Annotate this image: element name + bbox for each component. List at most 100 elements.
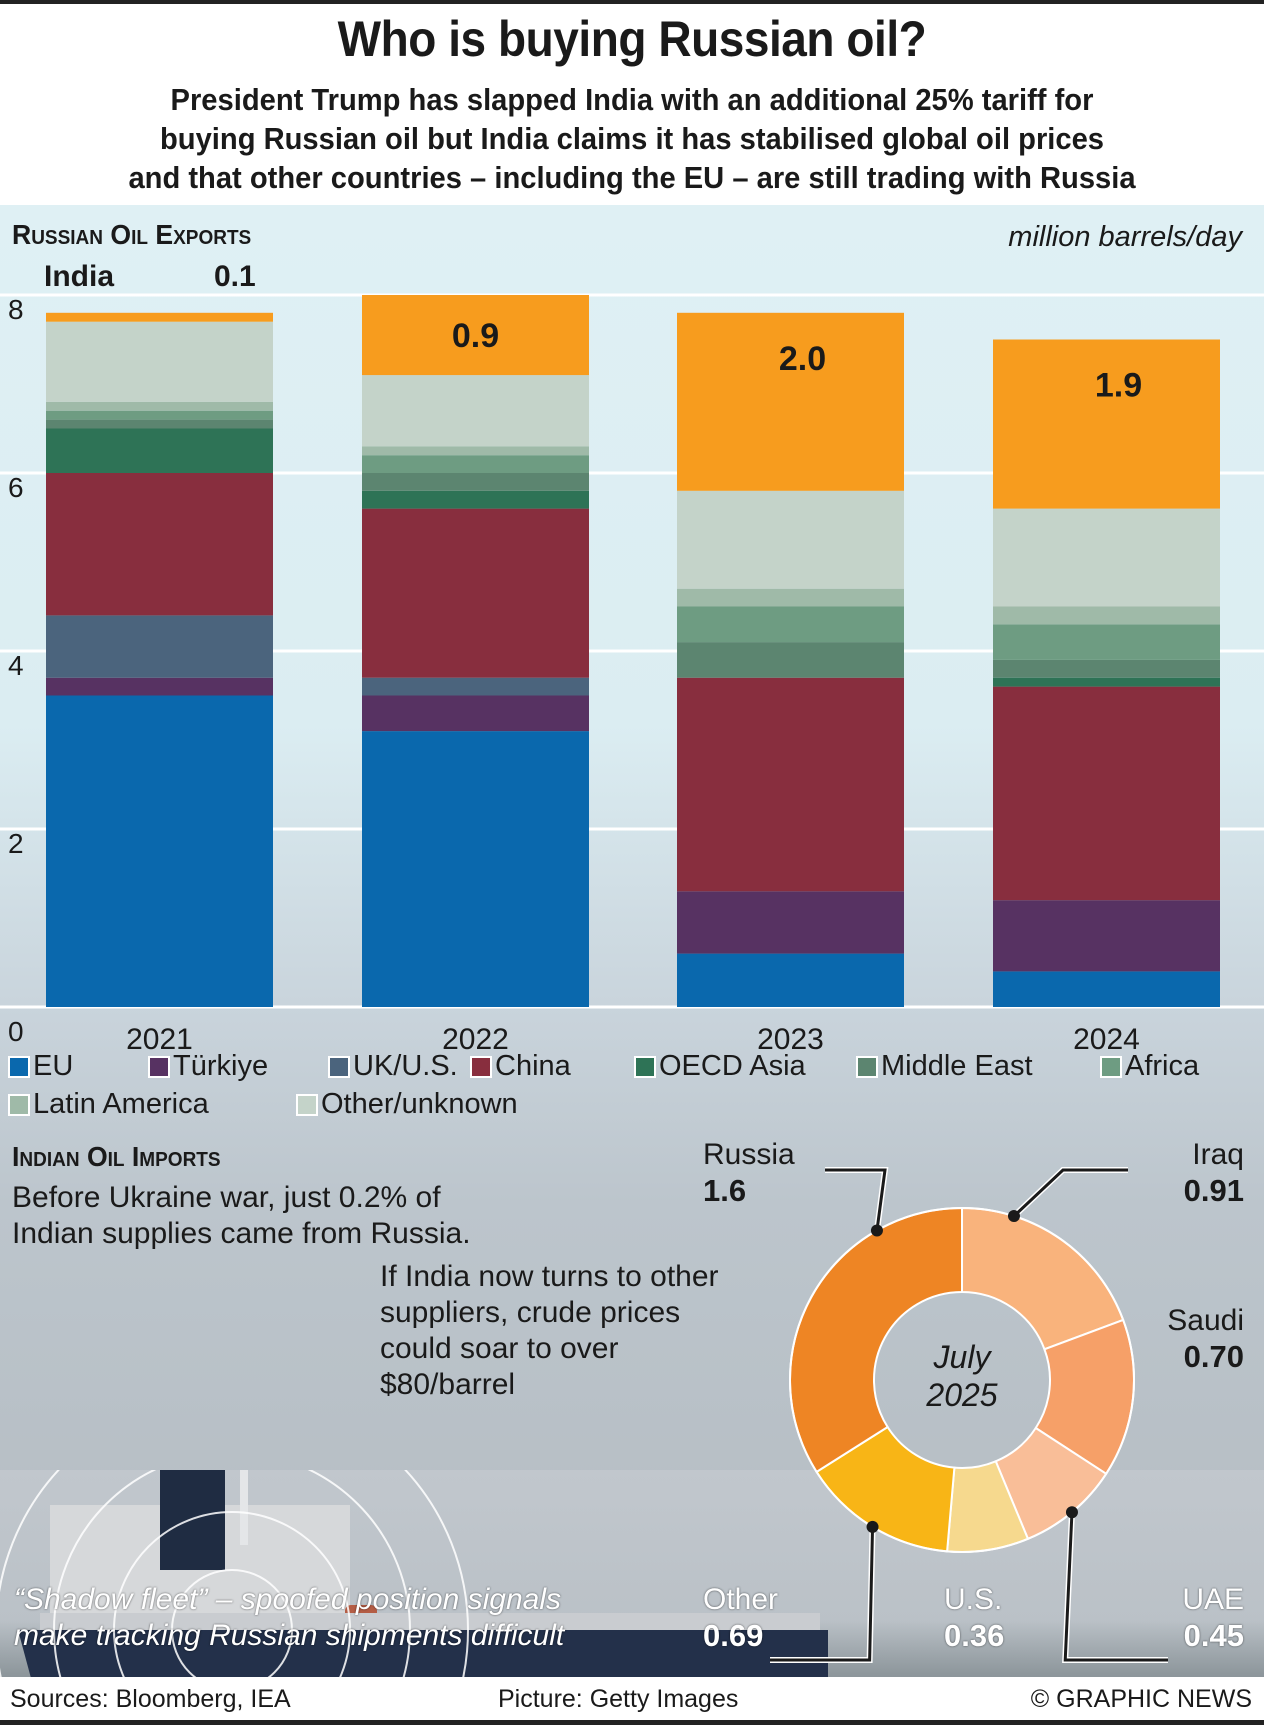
- bar-segment-oecd-asia: [46, 428, 273, 473]
- legend-swatch: [8, 1055, 30, 1078]
- radar-ring: [0, 1470, 469, 1677]
- bar-segment-uk-u-s-: [362, 677, 589, 696]
- ship-funnel: [160, 1470, 225, 1570]
- bar-segment-oecd-asia: [362, 490, 589, 509]
- legend-item-china: China: [470, 1050, 571, 1083]
- legend-swatch: [1100, 1055, 1122, 1078]
- bar-segment-middle-east: [46, 419, 273, 429]
- bar-segment-middle-east: [993, 659, 1220, 678]
- bar-segment-other-unknown: [993, 508, 1220, 607]
- slice-name: UAE: [1182, 1583, 1244, 1616]
- legend-swatch: [328, 1055, 350, 1078]
- donut-outline: [789, 1207, 1135, 1553]
- slice-name: Iraq: [1192, 1138, 1244, 1171]
- bar-segment-india: [362, 295, 589, 376]
- bar-segment-eu: [677, 953, 904, 1007]
- leader-line-halo: [825, 1167, 889, 1231]
- legend-item-oecd-asia: OECD Asia: [634, 1050, 806, 1083]
- slice-value: 0.45: [1183, 1618, 1244, 1653]
- bar-segment-china: [677, 677, 904, 892]
- bar-segment-t-rkiye: [677, 891, 904, 954]
- bar-segment-t-rkiye: [46, 677, 273, 696]
- bar-segment-latin-america: [993, 606, 1220, 625]
- bar-segment-africa: [362, 455, 589, 473]
- india-series-label: India: [44, 260, 115, 293]
- y-tick-label: 8: [8, 294, 24, 325]
- legend-swatch: [8, 1093, 30, 1116]
- legend-item-africa: Africa: [1100, 1050, 1199, 1083]
- intro-line: Before Ukraine war, just 0.2% of: [12, 1181, 441, 1214]
- bottom-border: [0, 1720, 1264, 1725]
- radar-rings-icon: [0, 1470, 469, 1677]
- y-tick-label: 2: [8, 828, 24, 859]
- subtitle-line: and that other countries – including the…: [128, 160, 1136, 195]
- radar-ring: [113, 1511, 351, 1677]
- legend-swatch: [856, 1055, 878, 1078]
- donut-label-other: Other 0.69: [703, 1582, 778, 1655]
- legend-swatch: [470, 1055, 492, 1078]
- bar-segment-africa: [46, 410, 273, 420]
- bar-segment-middle-east: [677, 642, 904, 678]
- leader-line-halo: [1011, 1167, 1128, 1219]
- leader-line-halo: [1062, 1512, 1168, 1663]
- intro-line: Indian supplies came from Russia.: [12, 1217, 471, 1250]
- page-title: Who is buying Russian oil?: [337, 11, 927, 67]
- legend-item-eu: EU: [8, 1050, 73, 1083]
- leader-dot: [866, 1520, 879, 1533]
- x-tick-label: 2022: [442, 1023, 509, 1056]
- warning-line: $80/barrel: [380, 1368, 516, 1401]
- subtitle: President Trump has slapped India with a…: [47, 80, 1216, 197]
- footer: Sources: Bloomberg, IEA Picture: Getty I…: [0, 1677, 1264, 1721]
- bar-segment-latin-america: [46, 401, 273, 411]
- bar-segment-other-unknown: [46, 321, 273, 402]
- y-tick-label: 6: [8, 472, 24, 503]
- price-warning: If India now turns to other suppliers, c…: [380, 1259, 719, 1403]
- picture-credit: Picture: Getty Images: [498, 1685, 739, 1713]
- bar-segment-eu: [46, 695, 273, 1007]
- exports-bar-chart: 0 2 4 6 8 2021 2022 2023 2024 0.9 2.0 1.9: [0, 293, 1264, 1056]
- slice-value: 0.36: [944, 1618, 1005, 1653]
- legend-item-t-rkiye: Türkiye: [148, 1050, 268, 1083]
- caption-line: make tracking Russian shipments difficul…: [14, 1619, 565, 1652]
- donut-label-saudi: Saudi 0.70: [1167, 1303, 1244, 1376]
- leader-line-uae: [1063, 1512, 1168, 1662]
- slice-value: 0.91: [1183, 1173, 1244, 1208]
- legend-label: Africa: [1125, 1050, 1200, 1082]
- x-tick-label: 2021: [126, 1023, 193, 1056]
- leader-line-other: [770, 1526, 875, 1662]
- caption-line: “Shadow fleet” – spoofed position signal…: [14, 1583, 562, 1616]
- leader-line-iraq: [1012, 1168, 1128, 1218]
- donut-label-us: U.S. 0.36: [944, 1582, 1004, 1655]
- bar-segment-africa: [993, 624, 1220, 660]
- bar-segment-africa: [677, 606, 904, 643]
- legend-label: Middle East: [881, 1050, 1033, 1082]
- ship-mast: [240, 1470, 248, 1545]
- unit-label: million barrels/day: [1008, 221, 1242, 253]
- legend-item-middle-east: Middle East: [856, 1050, 1033, 1083]
- ship-hull: [18, 1630, 828, 1677]
- bar-segment-latin-america: [362, 446, 589, 456]
- bar-segment-middle-east: [362, 473, 589, 491]
- warning-line: suppliers, crude prices: [380, 1296, 681, 1329]
- india-value-label: 1.9: [1095, 367, 1142, 405]
- subtitle-line: President Trump has slapped India with a…: [170, 82, 1094, 117]
- photo-caption: “Shadow fleet” – spoofed position signal…: [14, 1582, 564, 1654]
- slice-name: Russia: [703, 1138, 795, 1171]
- bar-segment-t-rkiye: [362, 695, 589, 732]
- india-2021-value: 0.1: [214, 260, 256, 293]
- slice-name: Other: [703, 1583, 779, 1616]
- legend-label: Latin America: [33, 1088, 209, 1120]
- legend-label: EU: [33, 1050, 74, 1082]
- bar-segment-eu: [362, 731, 589, 1007]
- legend-label: UK/U.S.: [353, 1050, 458, 1082]
- slice-value: 1.6: [703, 1173, 747, 1208]
- warning-line: If India now turns to other: [380, 1260, 719, 1293]
- legend-item-other-unknown: Other/unknown: [296, 1088, 518, 1121]
- donut-label-russia: Russia 1.6: [703, 1137, 795, 1210]
- legend-swatch: [148, 1055, 170, 1078]
- bar-segment-india: [46, 312, 273, 322]
- legend-label: OECD Asia: [659, 1050, 806, 1082]
- bar-segment-t-rkiye: [993, 900, 1220, 972]
- slice-name: Saudi: [1167, 1304, 1244, 1337]
